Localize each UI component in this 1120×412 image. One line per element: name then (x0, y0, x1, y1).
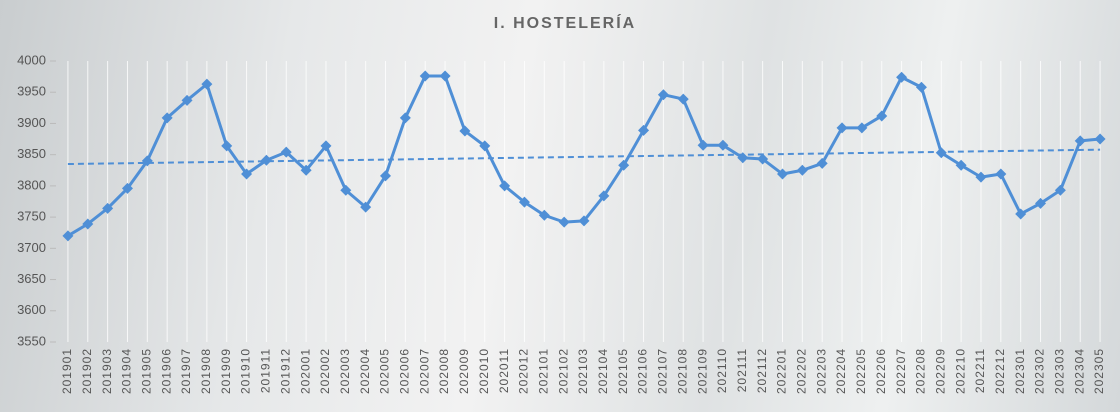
data-point (995, 169, 1006, 180)
y-tick-label: 3550 (17, 333, 46, 348)
x-tick-label: 202206 (874, 348, 888, 394)
data-point (400, 112, 411, 123)
y-tick-label: 4000 (17, 52, 46, 67)
data-point (698, 140, 709, 151)
x-tick-label: 202205 (854, 348, 868, 394)
x-tick-label: 202202 (795, 348, 809, 394)
x-tick-label: 201906 (159, 348, 173, 394)
y-tick-label: 3950 (17, 84, 46, 99)
x-tick-label: 202111 (735, 348, 749, 392)
x-tick-label: 202208 (914, 348, 928, 394)
x-tick-label: 202009 (457, 348, 471, 394)
data-point (420, 70, 431, 81)
x-tick-label: 202006 (398, 348, 412, 394)
y-tick-label: 3800 (17, 177, 46, 192)
x-tick-label: 202302 (1033, 348, 1047, 394)
x-tick-label: 202105 (616, 348, 630, 394)
x-tick-label: 202211 (973, 348, 987, 393)
x-tick-label: 201907 (179, 348, 193, 394)
data-point (896, 72, 907, 83)
x-tick-label: 202110 (715, 348, 729, 393)
x-tick-label: 201911 (259, 348, 273, 393)
x-tick-label: 202303 (1053, 348, 1067, 394)
x-tick-label: 202011 (497, 348, 511, 393)
x-tick-label: 202003 (338, 348, 352, 394)
x-tick-label: 201912 (278, 348, 292, 394)
data-point (797, 165, 808, 176)
x-tick-label: 202305 (1092, 348, 1106, 394)
x-tick-label: 201903 (100, 348, 114, 394)
x-tick-label: 201908 (199, 348, 213, 394)
x-tick-label: 201905 (139, 348, 153, 394)
x-tick-label: 202001 (298, 348, 312, 394)
y-tick-label: 3900 (17, 115, 46, 130)
data-point (916, 82, 927, 93)
x-tick-label: 201909 (219, 348, 233, 394)
x-tick-label: 202301 (1013, 348, 1027, 394)
x-tick-label: 202201 (775, 348, 789, 394)
x-tick-label: 202007 (417, 348, 431, 394)
data-point (678, 94, 689, 105)
x-tick-label: 202107 (656, 348, 670, 394)
x-tick-label: 202102 (556, 348, 570, 394)
x-tick-label: 202109 (695, 348, 709, 394)
x-tick-label: 202103 (576, 348, 590, 394)
x-tick-label: 202005 (378, 348, 392, 394)
x-tick-label: 202008 (437, 348, 451, 394)
x-tick-label: 201910 (239, 348, 253, 394)
data-point (440, 70, 451, 81)
chart: I. HOSTELERÍA 3550 3600 3650 3700 3750 3800 38… (0, 0, 1120, 412)
y-tick-label: 3650 (17, 271, 46, 286)
x-tick-label: 201904 (120, 348, 134, 394)
x-tick-label: 202204 (834, 348, 848, 394)
data-point (559, 217, 570, 228)
x-tick-label: 202304 (1072, 348, 1086, 394)
x-tick-label: 201902 (80, 348, 94, 394)
x-tick-label: 202108 (675, 348, 689, 394)
data-point (1015, 208, 1026, 219)
x-tick-label: 201901 (60, 348, 74, 394)
x-tick-label: 202112 (755, 348, 769, 393)
x-tick-label: 202212 (993, 348, 1007, 394)
x-tick-label: 202010 (477, 348, 491, 394)
data-point (1095, 134, 1106, 145)
x-tick-label: 202004 (358, 348, 372, 394)
y-tick-label: 3700 (17, 240, 46, 255)
x-tick-label: 202104 (596, 348, 610, 394)
x-tick-label: 202207 (894, 348, 908, 394)
y-tick-label: 3750 (17, 209, 46, 224)
x-tick-label: 202210 (953, 348, 967, 394)
data-point (1075, 135, 1086, 146)
x-tick-label: 202101 (536, 348, 550, 394)
y-tick-label: 3850 (17, 146, 46, 161)
x-tick-label: 202106 (636, 348, 650, 394)
x-tick-label: 202209 (933, 348, 947, 394)
x-tick-label: 202002 (318, 348, 332, 394)
y-tick-label: 3600 (17, 302, 46, 317)
x-tick-label: 202203 (814, 348, 828, 394)
x-tick-label: 202012 (517, 348, 531, 394)
chart-title: I. HOSTELERÍA (494, 13, 636, 32)
